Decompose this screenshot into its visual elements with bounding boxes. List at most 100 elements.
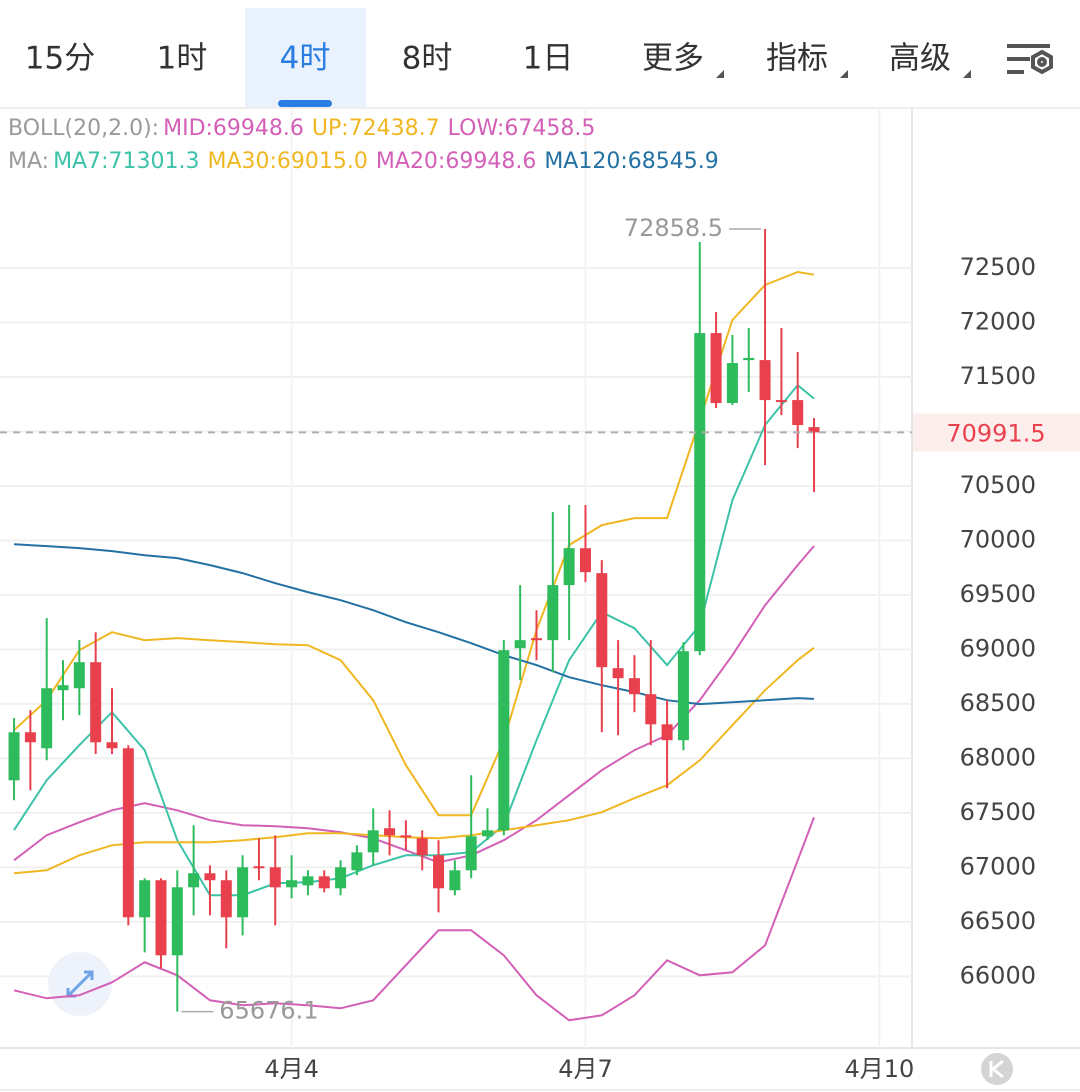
timeframe-bar: 15分 1时 4时 8时 1日 更多 指标 高级 [0,8,1080,109]
legend-label: BOLL(20,2.0): [8,116,159,141]
candle-body [188,873,200,888]
selected-tab-indicator [278,100,332,107]
candle-body [318,876,330,889]
expand-button[interactable] [48,952,112,1016]
candle-body [579,548,591,573]
timeframe-tab[interactable]: 8时 [402,41,453,77]
candle-body [661,724,673,741]
last-price-label: 70991.5 [946,419,1045,447]
k-button[interactable] [981,1053,1013,1085]
candle-body [808,427,820,433]
indicator-line [13,817,815,1022]
legend-item: MA20:69948.6 [376,149,536,174]
legend-item: MA7:71301.3 [53,149,199,174]
candle-body [155,880,167,956]
y-tick-label: 72500 [960,253,1036,281]
candle-body [171,887,183,956]
legend-item: MA30:69015.0 [207,149,367,174]
low-label: 65676.1 [219,997,318,1025]
candle-body [743,357,755,361]
candle-body [449,870,461,891]
timeframe-tab[interactable]: 更多 [642,41,704,77]
selected-tab-bg [245,8,366,108]
candle-body [57,685,69,691]
candle-body [351,852,363,871]
candle-body [465,836,477,871]
legend-item: MA120:68545.9 [544,149,718,174]
settings-icon[interactable] [1007,44,1053,75]
candle-body [286,880,298,888]
boll-legend: BOLL(20,2.0): MID:69948.6 UP:72438.7 LOW:67… [8,116,595,141]
timeframe-tab[interactable]: 指标 [766,41,828,77]
candle-body [106,742,118,749]
dropdown-caret [840,70,848,78]
indicator-line [13,543,815,706]
candle-body [563,548,575,586]
candle-body [73,662,85,689]
candle-body [302,876,314,886]
candle-body [253,866,265,869]
candle-body [269,867,281,888]
x-tick-label: 4月7 [558,1055,613,1083]
y-tick-label: 69500 [960,580,1036,608]
candle-body [612,668,624,679]
candle-body [792,400,804,426]
candle-body [220,880,232,918]
candle-body [384,828,396,836]
candle-body [237,867,249,918]
y-tick-label: 66500 [960,907,1036,935]
candle-body [204,873,216,881]
y-tick-label: 68000 [960,743,1036,771]
candle-body [759,360,771,401]
candle-body [122,748,134,918]
last-price-badge [913,413,1080,452]
y-tick-label: 72000 [960,308,1036,336]
x-tick-label: 4月4 [264,1055,319,1083]
candle-body [694,333,706,652]
y-tick-label: 71500 [960,362,1036,390]
legend-item: UP:72438.7 [312,116,440,141]
candle-body [139,880,151,918]
candle-body [482,830,494,837]
candle-body [726,363,738,404]
timeframe-tab[interactable]: 1日 [523,41,574,77]
candle-body [41,688,53,749]
high-label: 72858.5 [624,214,723,242]
candle-body [433,855,445,889]
candle-body [416,838,428,856]
legend-item: MID:69948.6 [163,116,304,141]
candle-body [628,678,640,695]
y-tick-label: 66000 [960,961,1036,989]
x-tick-label: 4月10 [844,1055,914,1083]
candle-body [335,867,347,889]
y-tick-label: 67500 [960,798,1036,826]
dropdown-caret [716,70,724,78]
legend-item: LOW:67458.5 [448,116,596,141]
candle-body [8,732,20,781]
candle-body [400,835,412,838]
candle-body [645,694,657,725]
y-tick-label: 68500 [960,689,1036,717]
candle-body [498,650,510,831]
y-tick-label: 67000 [960,852,1036,880]
candle-body [367,830,379,853]
candle-body [90,662,102,743]
timeframe-tab[interactable]: 15分 [25,41,95,77]
dropdown-caret [963,70,971,78]
timeframe-tab[interactable]: 高级 [889,41,951,77]
candle-body [547,585,559,641]
y-tick-label: 70500 [960,471,1036,499]
candle-body [596,573,608,668]
candle-body [710,333,722,404]
candle-body [775,400,787,403]
y-tick-label: 70000 [960,525,1036,553]
candle-body [677,651,689,741]
timeframe-tab[interactable]: 1时 [157,41,208,77]
ma-legend: MA: MA7:71301.3 MA30:69015.0 MA20:69948.6 MA… [8,149,719,174]
timeframe-tab[interactable]: 4时 [280,41,331,77]
candle-body [530,638,542,641]
y-tick-label: 69000 [960,634,1036,662]
candle-body [24,732,36,743]
legend-label: MA: [8,149,49,174]
